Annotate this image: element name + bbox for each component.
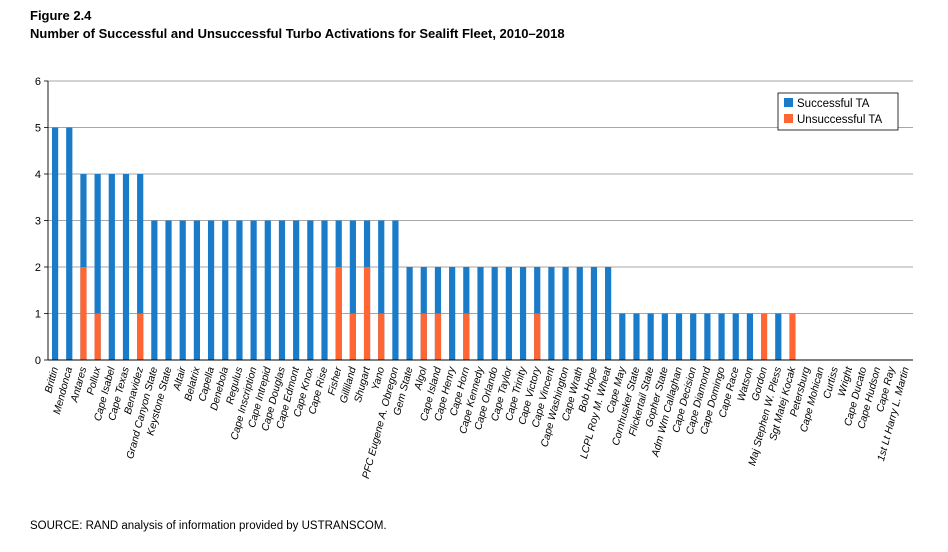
bar-successful (250, 220, 257, 360)
bar-successful (477, 267, 484, 360)
bar-unsuccessful (378, 313, 385, 360)
bar-unsuccessful (463, 313, 470, 360)
bar-successful (775, 313, 782, 360)
bar-successful (236, 220, 243, 360)
bar-unsuccessful (789, 313, 796, 360)
bar-successful (605, 267, 612, 360)
bar-successful (548, 267, 555, 360)
bar-successful (718, 313, 725, 360)
bar-unsuccessful (434, 313, 442, 360)
bar-successful (690, 313, 697, 360)
bar-successful (137, 174, 144, 360)
bar-unsuccessful (761, 313, 768, 360)
figure-title: Number of Successful and Unsuccessful Tu… (30, 26, 565, 41)
bar-unsuccessful (94, 313, 101, 360)
axes: 0 1 2 3 4 5 6 (35, 76, 913, 367)
bar-successful (704, 313, 711, 360)
legend-swatch-unsuccessful (784, 114, 793, 123)
bar-successful (193, 220, 200, 360)
bar-unsuccessful (335, 267, 342, 360)
y-tick-label-1: 1 (35, 309, 41, 321)
bar-successful (647, 313, 654, 360)
y-tick-label-6: 6 (35, 76, 41, 88)
bar-successful (293, 220, 300, 360)
bar-unsuccessful (420, 313, 427, 360)
bar-unsuccessful (137, 313, 144, 360)
bar-successful (66, 127, 73, 360)
bar-successful (505, 267, 512, 360)
legend-label-successful: Successful TA (797, 98, 870, 110)
bar-successful (349, 220, 356, 360)
bar-successful (519, 267, 527, 360)
bar-successful (207, 220, 215, 360)
bar-successful (165, 220, 172, 360)
bar-successful (264, 220, 271, 360)
bar-successful (619, 313, 626, 360)
bar-successful (732, 313, 739, 360)
bar-successful (321, 220, 328, 360)
legend: Successful TA Unsuccessful TA (777, 92, 899, 131)
bar-successful (278, 220, 286, 360)
y-tick-label-5: 5 (35, 123, 41, 135)
bar-successful (449, 267, 456, 360)
bar-successful (406, 267, 413, 360)
bar-successful (491, 267, 498, 360)
bar-successful (51, 127, 59, 360)
bar-successful (590, 267, 598, 360)
legend-label-unsuccessful: Unsuccessful TA (797, 114, 883, 126)
bar-unsuccessful (80, 267, 87, 360)
bar-successful (576, 267, 583, 360)
bar-successful (661, 313, 668, 360)
bar-unsuccessful (349, 313, 356, 360)
bar-successful (392, 220, 399, 360)
bar-successful (179, 220, 186, 360)
bar-successful (108, 174, 115, 360)
bar-successful (151, 220, 158, 360)
bar-successful (222, 220, 229, 360)
bar-successful (562, 267, 569, 360)
bar-successful (378, 220, 385, 360)
bar-successful (633, 313, 640, 360)
legend-box (777, 92, 899, 131)
bars (51, 127, 796, 360)
y-tick-label-4: 4 (35, 169, 41, 181)
figure-source: SOURCE: RAND analysis of information pro… (30, 520, 387, 532)
bar-successful (94, 174, 101, 360)
bar-successful (675, 313, 683, 360)
y-tick-label-3: 3 (35, 216, 41, 228)
bar-unsuccessful (363, 267, 371, 360)
bar-successful (746, 313, 754, 360)
bar-unsuccessful (534, 313, 541, 360)
figure-label: Figure 2.4 (30, 8, 92, 23)
bar-successful (122, 174, 130, 360)
y-tick-label-2: 2 (35, 262, 41, 274)
bar-successful (307, 220, 314, 360)
y-tick-label-0: 0 (35, 355, 41, 367)
legend-swatch-successful (784, 98, 793, 107)
